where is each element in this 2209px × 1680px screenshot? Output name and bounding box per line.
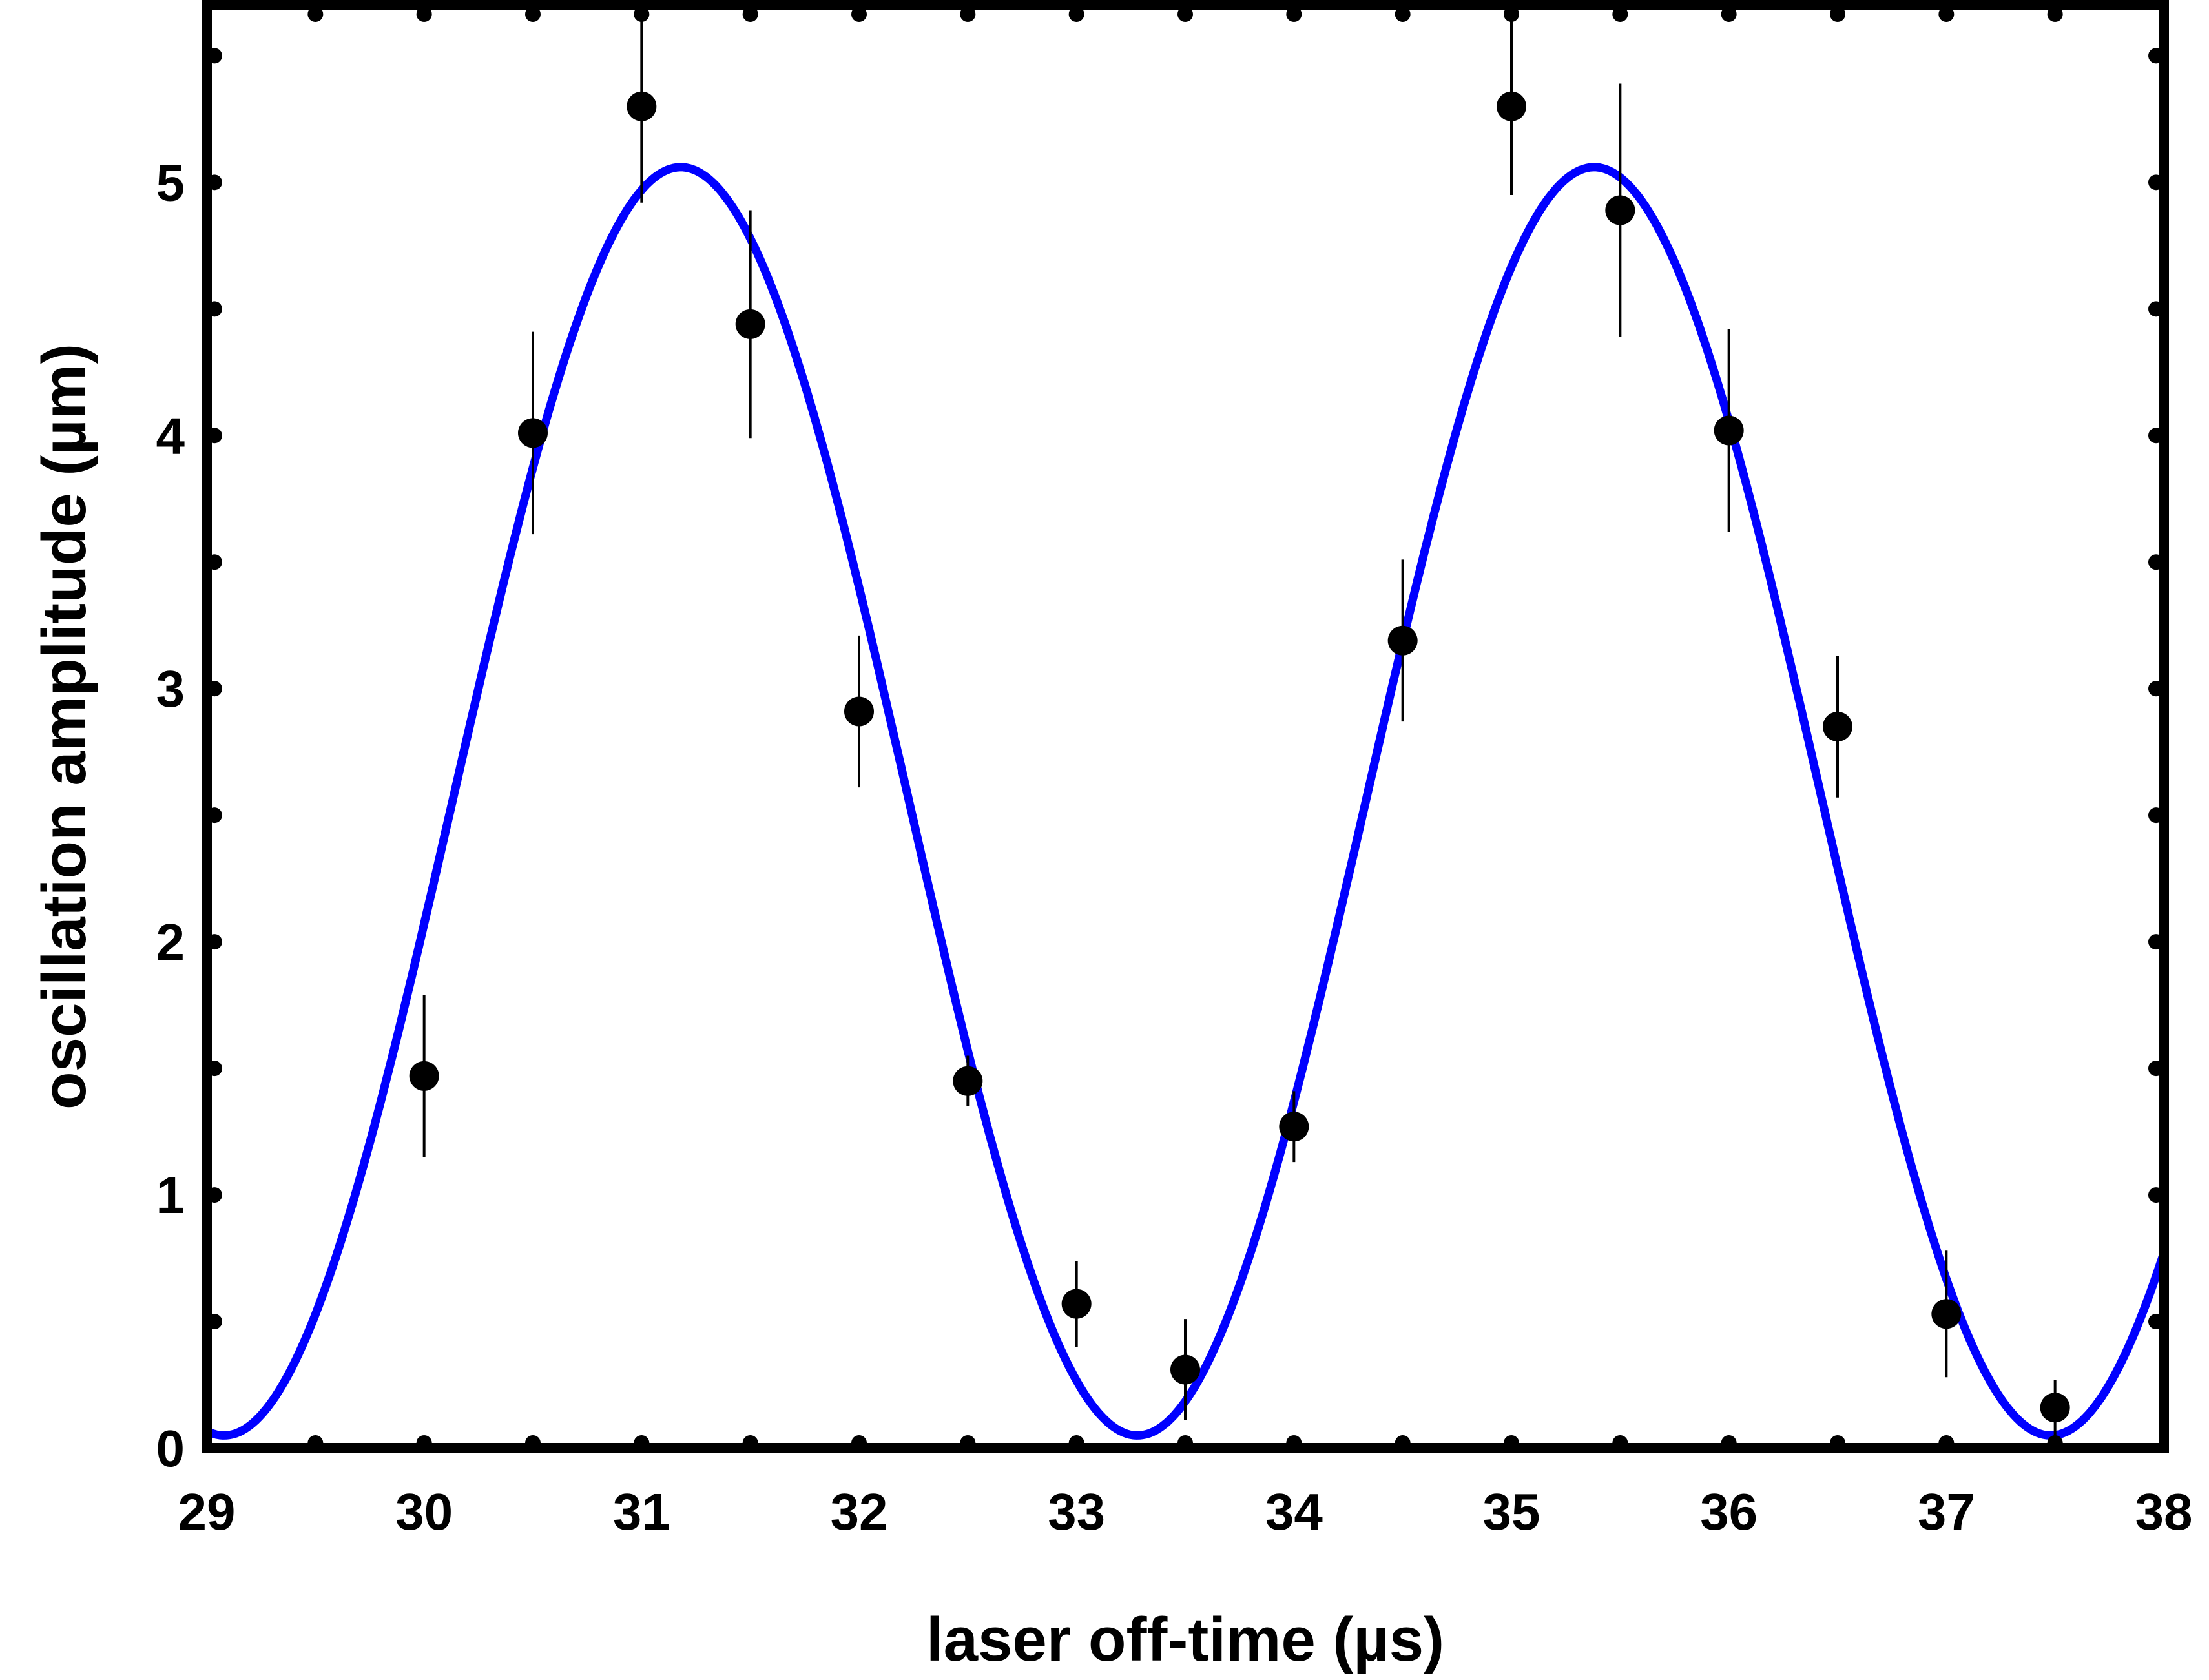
fit-curve (205, 163, 2168, 1440)
fit-layer (205, 163, 2168, 1440)
x-tick-label: 31 (613, 1483, 670, 1540)
x-tick-label: 29 (178, 1483, 236, 1540)
x-tick-label: 33 (1048, 1483, 1105, 1540)
data-point (1931, 1299, 1962, 1329)
x-tick-label: 34 (1265, 1483, 1323, 1540)
data-point (844, 696, 874, 727)
x-tick-label: 37 (1918, 1483, 1975, 1540)
x-tick-label: 30 (395, 1483, 453, 1540)
data-point (518, 418, 548, 448)
data-point (1061, 1289, 1092, 1319)
data-point (1605, 195, 1635, 225)
data-point (2040, 1393, 2070, 1423)
data-point (1714, 415, 1744, 446)
x-axis-label: laser off-time (µs) (926, 1605, 1444, 1674)
y-tick-label: 2 (156, 913, 185, 971)
data-point (627, 91, 657, 121)
x-tick-label: 35 (1483, 1483, 1540, 1540)
data-point (1387, 625, 1418, 656)
data-point (735, 309, 765, 339)
y-tick-label: 3 (156, 660, 185, 718)
x-tick-label: 36 (1700, 1483, 1758, 1540)
data-point (953, 1066, 983, 1096)
plot-frame (202, 0, 2169, 1453)
y-tick-label: 0 (156, 1420, 185, 1477)
x-tick-label: 38 (2135, 1483, 2193, 1540)
data-point (1497, 91, 1526, 121)
y-tick-label: 1 (156, 1167, 185, 1224)
y-axis-label: oscillation amplitude (µm) (30, 344, 99, 1110)
data-points (409, 10, 2070, 1436)
data-point (1823, 712, 1852, 741)
data-point (409, 1061, 439, 1091)
y-tick-label: 4 (156, 407, 185, 464)
data-point (1279, 1112, 1309, 1142)
x-tick-label: 32 (831, 1483, 888, 1540)
data-point (1170, 1354, 1200, 1385)
y-tick-label: 5 (156, 154, 185, 211)
tick-marks (207, 6, 2164, 1451)
